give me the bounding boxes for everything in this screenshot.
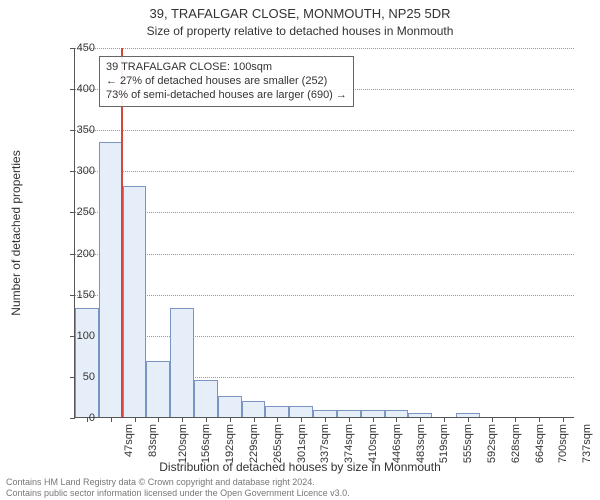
xtick-mark (468, 417, 469, 422)
ytick-label: 450 (55, 42, 95, 54)
xtick-label: 374sqm (343, 424, 355, 463)
grid-line (75, 336, 574, 337)
xtick-label: 265sqm (272, 424, 284, 463)
ytick-label: 400 (55, 83, 95, 95)
xtick-label: 519sqm (439, 424, 451, 463)
y-axis-label: Number of detached properties (9, 150, 23, 315)
histogram-bar (265, 406, 289, 417)
xtick-mark (158, 417, 159, 422)
xtick-label: 410sqm (367, 424, 379, 463)
xtick-label: 737sqm (581, 424, 593, 463)
xtick-mark (349, 417, 350, 422)
ytick-label: 200 (55, 248, 95, 260)
xtick-mark (563, 417, 564, 422)
grid-line (75, 171, 574, 172)
xtick-mark (492, 417, 493, 422)
chart-subtitle: Size of property relative to detached ho… (0, 24, 600, 38)
xtick-mark (396, 417, 397, 422)
histogram-bar (123, 186, 147, 417)
xtick-mark (539, 417, 540, 422)
histogram-bar (218, 396, 242, 417)
xtick-label: 301sqm (296, 424, 308, 463)
annotation-line-2: ← 27% of detached houses are smaller (25… (106, 75, 347, 89)
grid-line (75, 212, 574, 213)
xtick-mark (301, 417, 302, 422)
chart-title: 39, TRAFALGAR CLOSE, MONMOUTH, NP25 5DR (0, 0, 600, 22)
xtick-label: 47sqm (123, 424, 135, 457)
grid-line (75, 130, 574, 131)
xtick-mark (420, 417, 421, 422)
ytick-label: 100 (55, 330, 95, 342)
ytick-label: 0 (55, 412, 95, 424)
xtick-label: 664sqm (534, 424, 546, 463)
xtick-label: 446sqm (391, 424, 403, 463)
histogram-bar (194, 380, 218, 417)
ytick-label: 350 (55, 124, 95, 136)
histogram-bar (170, 308, 194, 417)
histogram-bar (313, 410, 337, 417)
xtick-mark (325, 417, 326, 422)
xtick-label: 628sqm (510, 424, 522, 463)
xtick-label: 229sqm (248, 424, 260, 463)
annotation-box: 39 TRAFALGAR CLOSE: 100sqm ← 27% of deta… (99, 56, 354, 107)
ytick-label: 150 (55, 289, 95, 301)
xtick-mark (135, 417, 136, 422)
xtick-mark (206, 417, 207, 422)
annotation-line-3: 73% of semi-detached houses are larger (… (106, 89, 347, 103)
grid-line (75, 48, 574, 49)
histogram-bar (99, 142, 123, 417)
ytick-label: 250 (55, 206, 95, 218)
xtick-label: 483sqm (415, 424, 427, 463)
xtick-mark (277, 417, 278, 422)
xtick-mark (182, 417, 183, 422)
chart-container: 39, TRAFALGAR CLOSE, MONMOUTH, NP25 5DR … (0, 0, 600, 500)
xtick-mark (515, 417, 516, 422)
xtick-label: 592sqm (486, 424, 498, 463)
xtick-mark (373, 417, 374, 422)
xtick-label: 555sqm (462, 424, 474, 463)
histogram-bar (289, 406, 313, 417)
footnote-line-2: Contains public sector information licen… (6, 488, 350, 498)
footnote: Contains HM Land Registry data © Crown c… (6, 477, 350, 498)
histogram-bar (75, 308, 99, 417)
histogram-bar (146, 361, 170, 417)
histogram-bar (242, 401, 266, 417)
xtick-label: 192sqm (224, 424, 236, 463)
footnote-line-1: Contains HM Land Registry data © Crown c… (6, 477, 350, 487)
xtick-mark (111, 417, 112, 422)
xtick-label: 700sqm (558, 424, 570, 463)
xtick-label: 156sqm (200, 424, 212, 463)
xtick-label: 337sqm (320, 424, 332, 463)
annotation-line-1: 39 TRAFALGAR CLOSE: 100sqm (106, 61, 347, 75)
plot-area: 39 TRAFALGAR CLOSE: 100sqm ← 27% of deta… (74, 48, 574, 418)
xtick-mark (230, 417, 231, 422)
xtick-mark (444, 417, 445, 422)
xtick-label: 120sqm (177, 424, 189, 463)
xtick-label: 83sqm (147, 424, 159, 457)
grid-line (75, 254, 574, 255)
xtick-mark (254, 417, 255, 422)
ytick-label: 50 (55, 371, 95, 383)
grid-line (75, 295, 574, 296)
ytick-label: 300 (55, 165, 95, 177)
